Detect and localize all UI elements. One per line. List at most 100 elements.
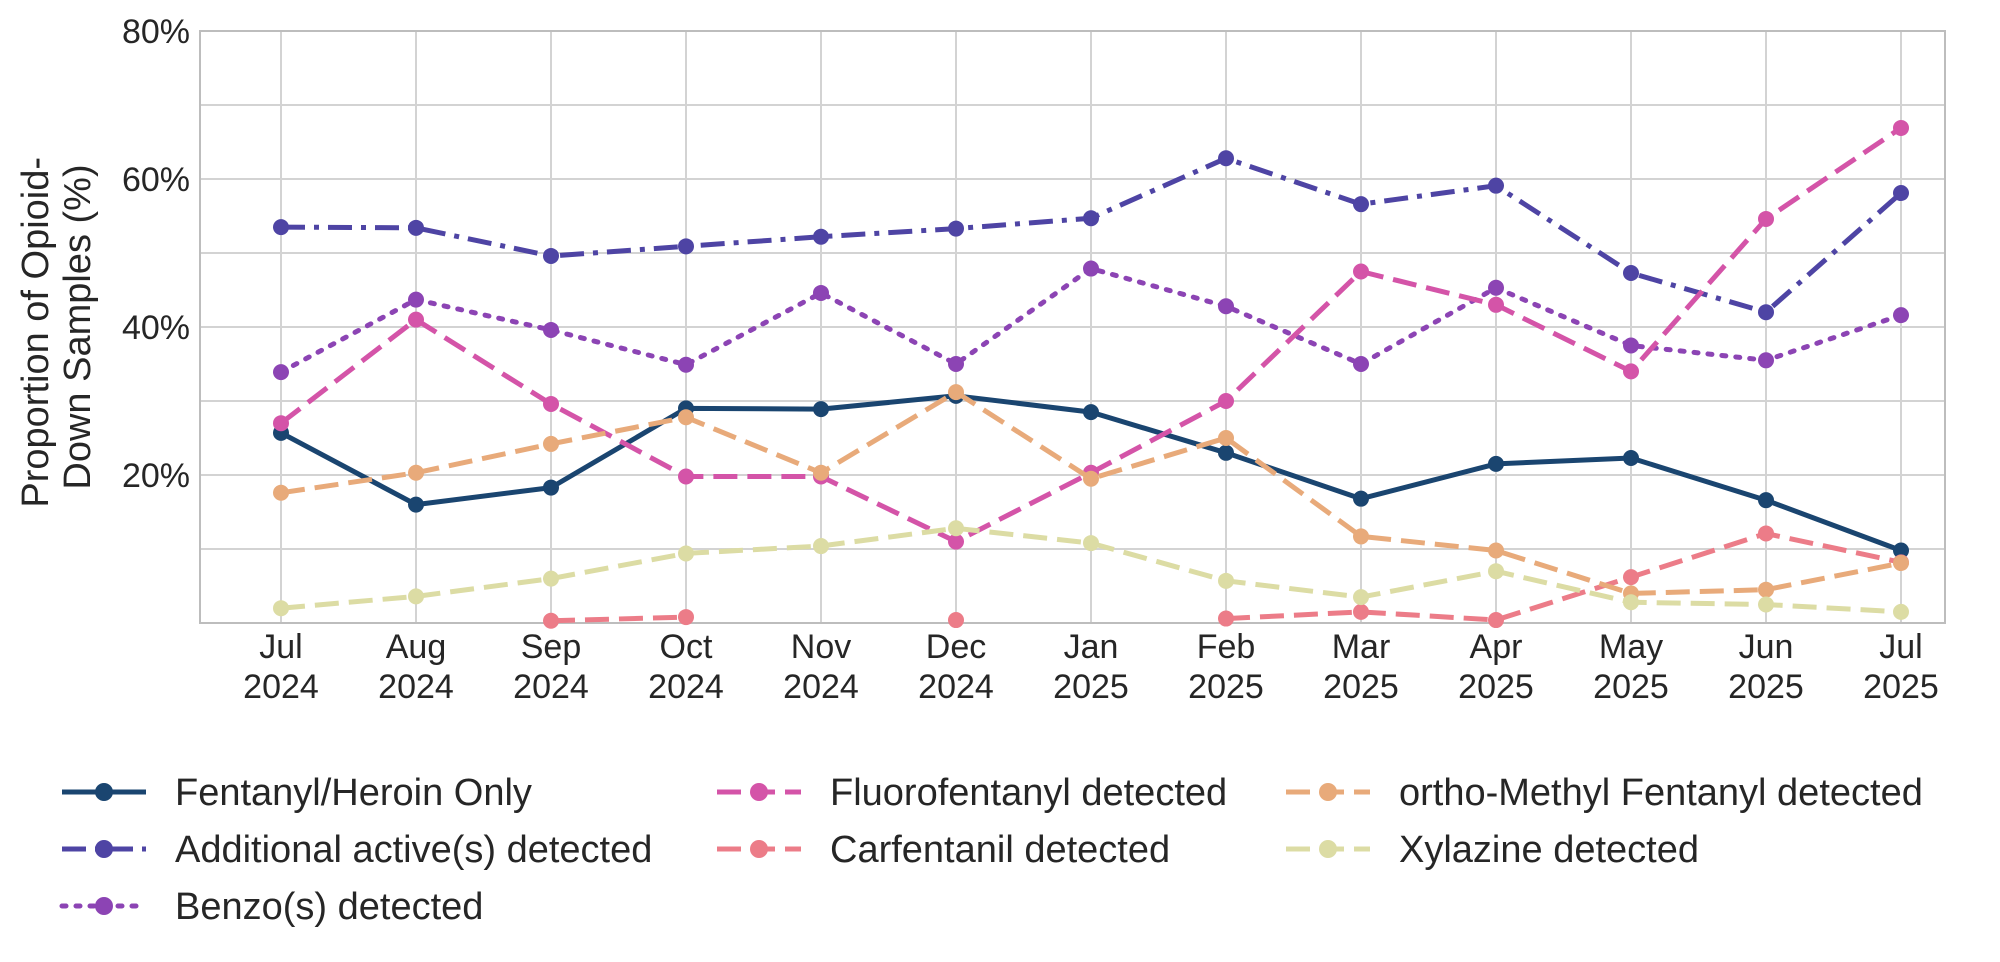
- x-tick-month: Jan: [1064, 628, 1119, 666]
- data-point: [1623, 363, 1639, 380]
- data-point: [813, 401, 829, 418]
- data-point: [1623, 264, 1639, 281]
- data-point: [1218, 610, 1234, 627]
- data-point: [1218, 444, 1234, 461]
- data-point: [1083, 210, 1099, 227]
- x-tick-label: Nov 2024: [783, 628, 859, 706]
- data-point: [1893, 555, 1909, 572]
- data-point: [813, 284, 829, 301]
- data-point: [948, 220, 964, 237]
- x-tick-label: Oct 2024: [648, 628, 724, 706]
- data-point: [1218, 572, 1234, 589]
- data-point: [1893, 307, 1909, 324]
- data-point: [408, 311, 424, 328]
- data-point: [1083, 404, 1099, 421]
- y-tick-label: 60%: [122, 161, 190, 199]
- data-point: [1083, 260, 1099, 277]
- data-point: [813, 538, 829, 555]
- data-point: [273, 415, 289, 432]
- data-point: [543, 612, 559, 629]
- data-point: [543, 435, 559, 452]
- data-point: [678, 545, 694, 562]
- data-point: [1218, 150, 1234, 167]
- x-tick-year: 2024: [783, 668, 859, 706]
- x-tick-month: Oct: [660, 628, 713, 666]
- x-tick-year: 2025: [1458, 668, 1534, 706]
- x-tick-year: 2024: [648, 668, 724, 706]
- data-point: [1623, 337, 1639, 354]
- x-tick-month: Feb: [1197, 628, 1256, 666]
- series-line: [1225, 531, 1902, 623]
- data-point: [1353, 196, 1369, 213]
- y-tick-label: 20%: [122, 457, 190, 495]
- legend-label: ortho-Methyl Fentanyl detected: [1399, 772, 1923, 814]
- legend-label: Fentanyl/Heroin Only: [175, 772, 532, 814]
- data-point: [1893, 119, 1909, 136]
- data-point: [678, 409, 694, 426]
- x-tick-label: Jun 2025: [1728, 628, 1804, 706]
- data-point: [948, 533, 964, 550]
- data-point: [1758, 525, 1774, 542]
- legend-marker: [95, 840, 113, 858]
- x-tick-label: Jan 2025: [1053, 628, 1129, 706]
- data-point: [273, 219, 289, 236]
- data-point: [408, 219, 424, 236]
- x-tick-month: Jun: [1739, 628, 1794, 666]
- series-additional-active-s-detected: [273, 150, 1909, 321]
- data-point: [543, 321, 559, 338]
- x-tick-month: Jul: [1879, 628, 1922, 666]
- data-point: [1893, 542, 1909, 559]
- data-point: [1218, 298, 1234, 315]
- x-tick-year: 2024: [378, 668, 454, 706]
- data-point: [273, 364, 289, 381]
- x-tick-year: 2025: [1863, 668, 1939, 706]
- data-point: [1758, 210, 1774, 227]
- x-tick-label: Dec 2024: [918, 628, 994, 706]
- data-point: [948, 384, 964, 401]
- legend-item-carfentanil-detected: Carfentanil detected: [717, 829, 1170, 871]
- data-point: [1623, 569, 1639, 586]
- data-point: [543, 479, 559, 496]
- x-tick-year: 2024: [243, 668, 319, 706]
- data-point: [1758, 581, 1774, 598]
- x-tick-month: May: [1599, 628, 1663, 666]
- x-tick-year: 2025: [1053, 668, 1129, 706]
- data-point: [543, 395, 559, 412]
- x-tick-label: Aug 2024: [378, 628, 454, 706]
- data-point: [678, 238, 694, 255]
- y-axis-ticks: 20% 40% 60% 80%: [122, 13, 190, 495]
- data-point: [1353, 490, 1369, 507]
- data-point: [1488, 542, 1504, 559]
- data-point: [273, 600, 289, 617]
- data-point: [1488, 279, 1504, 296]
- legend-item-additional-active-s-detected: Additional active(s) detected: [62, 829, 652, 871]
- x-tick-year: 2025: [1188, 668, 1264, 706]
- data-point: [1758, 352, 1774, 369]
- x-tick-label: Jul 2024: [243, 628, 319, 706]
- x-tick-month: Sep: [521, 628, 582, 666]
- x-tick-year: 2025: [1593, 668, 1669, 706]
- legend-label: Fluorofentanyl detected: [830, 772, 1227, 814]
- gridlines: [200, 30, 1945, 623]
- series-line: [550, 614, 687, 624]
- data-point: [948, 356, 964, 372]
- data-point: [543, 570, 559, 587]
- data-point: [1758, 304, 1774, 321]
- x-tick-month: Mar: [1332, 628, 1391, 666]
- data-point: [1083, 470, 1099, 487]
- y-tick-label: 40%: [122, 309, 190, 347]
- data-point: [1758, 492, 1774, 509]
- x-tick-month: Dec: [926, 628, 986, 666]
- legend-label: Additional active(s) detected: [175, 829, 652, 871]
- legend-label: Xylazine detected: [1399, 829, 1699, 871]
- legend-label: Carfentanil detected: [830, 829, 1170, 871]
- data-point: [273, 484, 289, 501]
- data-point: [678, 468, 694, 485]
- x-tick-month: Nov: [791, 628, 851, 666]
- y-axis-title-line-1: Proportion of Opioid-: [15, 157, 57, 508]
- x-tick-label: Jul 2025: [1863, 628, 1939, 706]
- legend-marker: [750, 783, 768, 801]
- data-point: [1758, 596, 1774, 613]
